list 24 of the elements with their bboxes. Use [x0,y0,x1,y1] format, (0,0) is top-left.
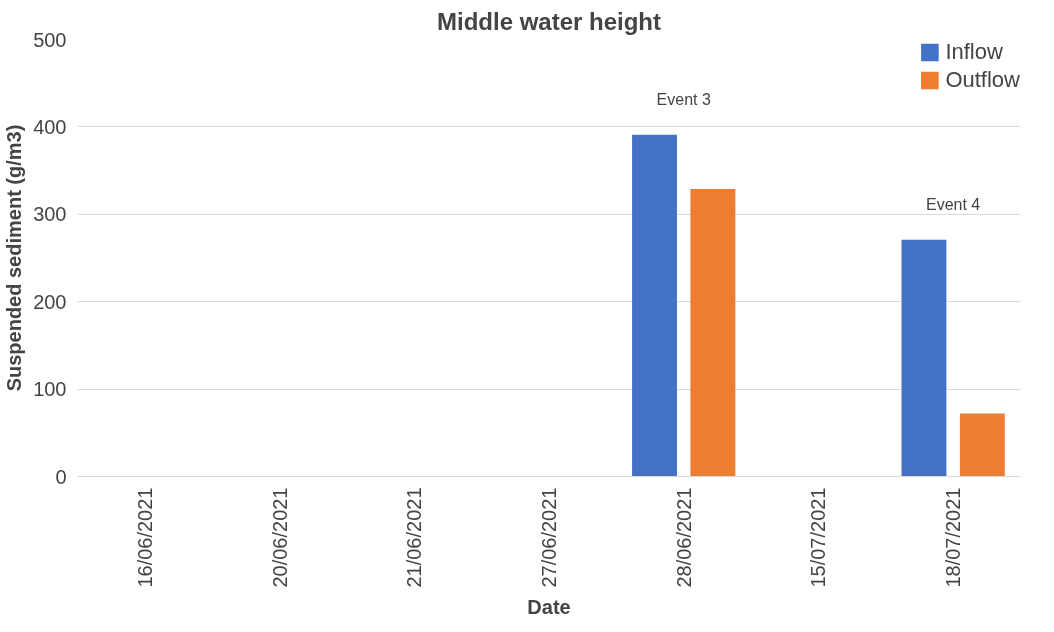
legend-label: Outflow [945,67,1020,93]
annotation: Event 4 [926,196,981,214]
bar [690,188,736,477]
y-tick-label: 400 [33,115,67,138]
y-tick-label: 100 [33,378,67,401]
y-tick-label: 200 [33,290,67,313]
y-tick-label: 0 [55,465,67,488]
annotation: Event 3 [656,91,711,109]
x-tick-label: 21/06/2021 [403,487,426,588]
x-axis-title: Date [527,595,571,618]
bar [632,134,677,477]
x-tick-label: 27/06/2021 [538,487,560,588]
y-tick-label: 300 [33,203,67,226]
x-tick-label: 18/07/2021 [942,487,965,588]
x-tick-label: 28/06/2021 [672,487,695,588]
y-tick-label: 500 [33,28,67,51]
x-tick-label: 20/06/2021 [268,487,291,588]
x-tick-label: 15/07/2021 [807,487,830,588]
legend-label: Inflow [945,39,1003,65]
chart-title: Middle water height [436,7,662,35]
bar [901,239,947,477]
x-tick-label: 16/06/2021 [133,487,156,588]
bar [959,413,1005,477]
y-axis-title: Suspended sediment (g/m3) [3,124,26,392]
